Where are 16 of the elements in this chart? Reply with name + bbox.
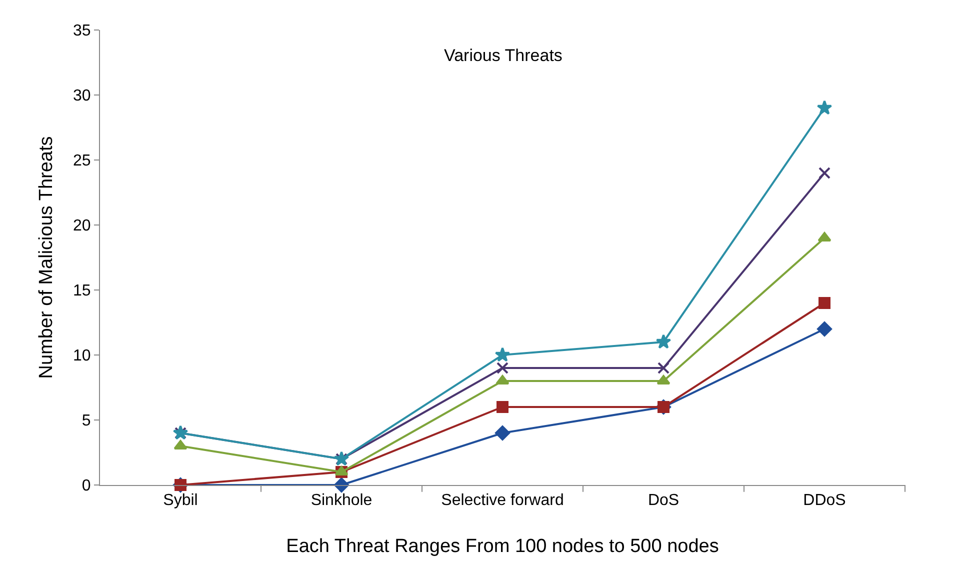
y-tick-label: 0: [82, 478, 91, 495]
text: Various Threats: [444, 46, 562, 65]
y-tick-label: 5: [82, 412, 91, 430]
x-axis-title: Each Threat Ranges From 100 nodes to 500 nodes: [286, 536, 719, 557]
y-tick-label: 15: [73, 282, 91, 300]
y-tick-label: 20: [73, 218, 91, 235]
x-tick-label: Sinkhole: [310, 492, 372, 510]
y-tick-label: 35: [73, 22, 91, 40]
x-tick-label: DDoS: [803, 492, 846, 510]
y-axis-title: Number of Malicious Threats: [36, 136, 57, 379]
x-tick-label: Selective forward: [441, 492, 564, 510]
y-tick-label: 10: [73, 348, 91, 365]
y-tick-label: 30: [73, 88, 91, 105]
x-tick-label: DoS: [648, 492, 680, 510]
y-tick-label: 25: [73, 152, 91, 170]
x-tick-label: Sybil: [163, 492, 198, 510]
